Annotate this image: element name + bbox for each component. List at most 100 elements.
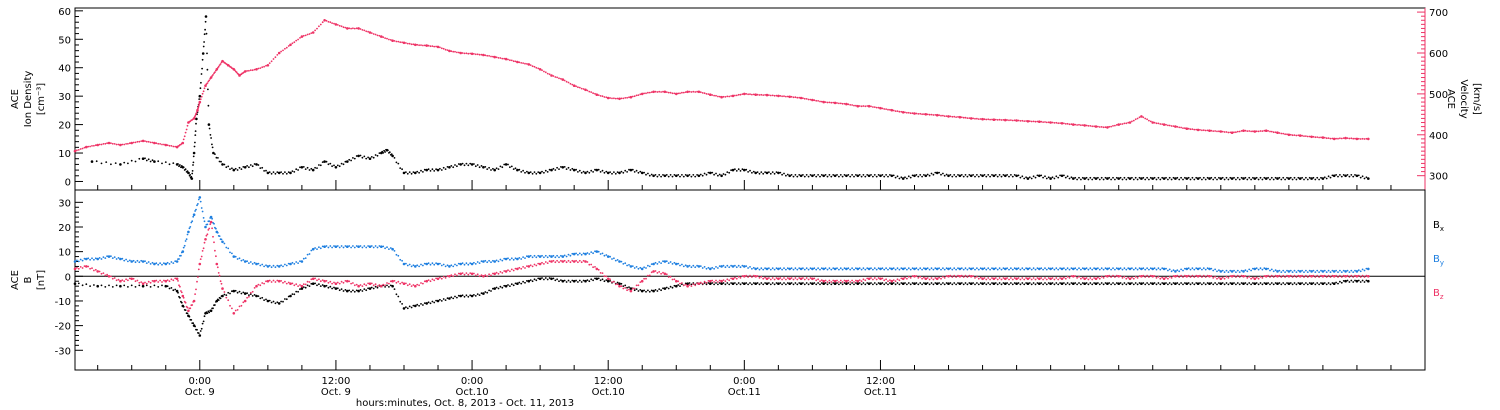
data-point-Bz (76, 266, 78, 269)
data-point-By (1344, 270, 1347, 273)
data-point-Bz (1151, 275, 1154, 278)
data-point-Bz (507, 269, 509, 272)
data-point-density (538, 171, 542, 175)
data-point-Bz (1276, 275, 1279, 278)
data-point-Bz (1242, 275, 1245, 278)
data-point-density (1350, 174, 1353, 176)
data-point-Bz (647, 274, 649, 277)
velocity-ylabel-line2: Velocity (1458, 79, 1469, 118)
data-point-density (915, 174, 918, 176)
data-point-velocity (1170, 125, 1173, 127)
data-point-Bx (1083, 282, 1086, 286)
data-point-density (492, 167, 494, 170)
data-point-velocity (134, 141, 137, 144)
data-point-Bz (1236, 274, 1239, 277)
data-point-By (1094, 267, 1098, 271)
data-point-Bz (675, 279, 678, 283)
data-point-Bz (705, 281, 708, 284)
field-tick-label: 0 (65, 272, 71, 283)
data-point-density (147, 158, 150, 161)
data-point-Bz (1125, 277, 1128, 280)
data-point-Bz (535, 264, 538, 267)
data-point-Bz (1000, 278, 1003, 281)
data-point-velocity (367, 30, 369, 33)
data-point-By (204, 225, 207, 229)
data-point-By (1010, 267, 1012, 270)
data-point-Bz (890, 279, 894, 283)
data-point-By (1068, 268, 1071, 271)
data-point-density (338, 165, 341, 168)
data-point-Bz (867, 277, 871, 281)
data-point-Bz (319, 280, 322, 283)
data-point-Bx (361, 290, 364, 292)
data-point-velocity (98, 143, 101, 146)
data-point-density (270, 172, 273, 175)
data-point-Bx (282, 300, 284, 303)
data-point-Bx (1286, 282, 1288, 284)
data-point-Bz (1028, 277, 1031, 279)
data-point-By (1193, 268, 1196, 271)
data-point-density (190, 177, 194, 180)
data-point-Bz (197, 276, 199, 278)
data-point-density (624, 169, 627, 172)
data-point-Bx (465, 294, 468, 297)
data-point-By (684, 264, 687, 267)
data-point-Bz (620, 285, 623, 288)
data-point-Bx (1289, 282, 1292, 284)
data-point-velocity (249, 69, 252, 72)
data-point-Bx (353, 290, 356, 293)
data-point-density (348, 158, 351, 161)
data-point-By (423, 262, 426, 265)
data-point-Bx (197, 332, 200, 334)
data-point-By (561, 255, 565, 258)
data-point-Bx (446, 297, 449, 300)
data-point-density (1174, 177, 1177, 180)
data-point-By (792, 268, 795, 271)
data-point-By (236, 258, 239, 260)
data-point-density (552, 167, 555, 170)
data-point-Bz (416, 283, 419, 286)
data-point-density (673, 174, 676, 176)
data-point-Bx (855, 282, 857, 284)
data-point-Bx (510, 283, 513, 286)
data-point-density (631, 168, 634, 171)
data-point-density (1261, 178, 1264, 181)
data-point-Bz (1263, 275, 1266, 277)
data-point-Bx (463, 295, 466, 298)
data-point-velocity (384, 37, 386, 39)
data-point-velocity (705, 93, 708, 95)
data-point-density (1219, 177, 1223, 180)
data-point-density (1185, 177, 1189, 180)
data-point-Bx (830, 283, 833, 286)
data-point-velocity (743, 92, 746, 96)
data-point-velocity (640, 92, 644, 96)
data-point-Bx (883, 283, 886, 286)
data-point-By (996, 268, 999, 271)
data-point-density (282, 172, 284, 175)
data-point-velocity (418, 44, 420, 47)
data-point-density (1134, 176, 1137, 179)
data-point-Bz (182, 296, 185, 299)
data-point-By (832, 267, 835, 270)
data-point-velocity (798, 96, 801, 99)
data-point-By (919, 267, 922, 270)
data-point-By (953, 267, 956, 270)
data-point-density (149, 160, 152, 163)
data-point-By (334, 245, 338, 248)
data-point-By (319, 247, 322, 250)
data-point-Bx (688, 282, 691, 284)
data-point-By (552, 254, 555, 257)
data-point-density (319, 164, 322, 167)
data-point-Bx (686, 282, 689, 286)
data-point-density (779, 171, 782, 174)
velocity-ylabel-line3: [km/s] (1471, 83, 1482, 115)
data-point-By (121, 257, 124, 260)
density-ylabel-line2: Ion Density (23, 71, 34, 128)
data-point-By (123, 259, 126, 262)
data-point-Bz (1189, 276, 1192, 278)
data-point-density (696, 174, 698, 176)
data-point-density (1068, 177, 1071, 180)
data-point-density (1140, 177, 1143, 180)
data-point-density (119, 163, 122, 166)
data-point-Bx (208, 311, 211, 314)
